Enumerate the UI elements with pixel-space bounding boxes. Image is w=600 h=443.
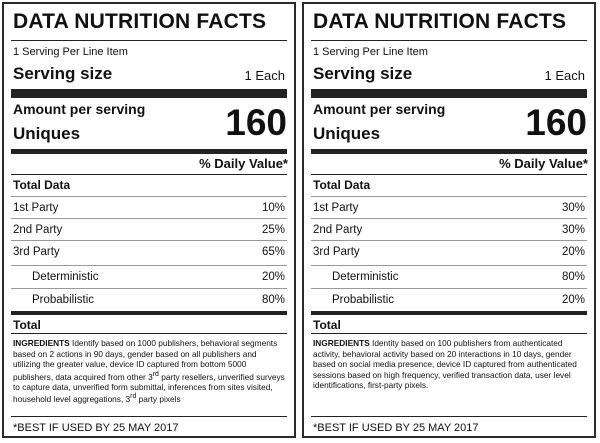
row-label: Probabilistic: [32, 294, 94, 306]
row-value: 30%: [561, 224, 585, 236]
label-title: DATA NUTRITION FACTS: [13, 10, 267, 33]
row-value: 10%: [261, 202, 285, 214]
row-label: 1st Party: [313, 202, 359, 214]
row-label: 3rd Party: [313, 246, 360, 258]
table-row: Deterministic 20%: [11, 265, 287, 288]
table-row: 2nd Party 30%: [311, 218, 587, 241]
uniques-label: Uniques: [313, 124, 381, 143]
row-label: 1st Party: [13, 202, 59, 214]
ingredients-text: INGREDIENTS Identity based on 100 publis…: [313, 338, 585, 391]
uniques-label: Uniques: [13, 124, 81, 143]
serving-size-label: Serving size: [13, 64, 113, 83]
total-label: Total: [13, 318, 41, 332]
best-if-used-by: *BEST IF USED BY 25 MAY 2017: [313, 422, 479, 434]
daily-value-header: % Daily Value*: [499, 156, 588, 171]
daily-value-header: % Daily Value*: [199, 156, 288, 171]
nutrition-label-left: DATA NUTRITION FACTS 1 Serving Per Line …: [2, 2, 296, 438]
table-row: Probabilistic 20%: [311, 288, 587, 311]
row-value: 20%: [561, 246, 585, 258]
row-value: 20%: [261, 271, 285, 283]
label-title: DATA NUTRITION FACTS: [313, 10, 567, 33]
servings-per-line: 1 Serving Per Line Item: [313, 46, 428, 58]
medium-divider: [311, 149, 587, 154]
table-row: Deterministic 80%: [311, 265, 587, 288]
divider: [11, 174, 287, 175]
ingredients-text: INGREDIENTS Identify based on 1000 publi…: [13, 338, 285, 405]
row-value: 20%: [561, 294, 585, 306]
divider: [11, 40, 287, 41]
row-label: 2nd Party: [313, 224, 363, 236]
divider: [11, 416, 287, 417]
table-row: 1st Party 10%: [11, 196, 287, 219]
ingredients-body: party pixels: [136, 394, 181, 405]
uniques-value: 160: [225, 102, 287, 143]
row-value: 80%: [561, 271, 585, 283]
table-row: 3rd Party 65%: [11, 240, 287, 263]
nutrition-label-right: DATA NUTRITION FACTS 1 Serving Per Line …: [302, 2, 596, 438]
ingredients-superscript: rd: [152, 370, 159, 378]
divider: [311, 40, 587, 41]
row-value: 25%: [261, 224, 285, 236]
total-data-label: Total Data: [313, 178, 371, 192]
divider: [311, 174, 587, 175]
row-label: 3rd Party: [13, 246, 60, 258]
thick-divider: [311, 89, 587, 98]
table-row: Probabilistic 80%: [11, 288, 287, 311]
ingredients-label: INGREDIENTS: [13, 338, 70, 348]
divider: [311, 416, 587, 417]
total-data-label: Total Data: [13, 178, 71, 192]
row-label: Probabilistic: [332, 294, 394, 306]
uniques-value: 160: [525, 102, 587, 143]
serving-size-value: 1 Each: [544, 68, 585, 83]
table-row: 1st Party 30%: [311, 196, 587, 219]
table-row: 3rd Party 20%: [311, 240, 587, 263]
serving-size-label: Serving size: [313, 64, 413, 83]
medium-divider: [11, 149, 287, 154]
total-label: Total: [313, 318, 341, 332]
row-label: 2nd Party: [13, 224, 63, 236]
amount-per-serving-label: Amount per serving: [13, 101, 146, 117]
divider: [311, 333, 587, 334]
row-label: Deterministic: [32, 271, 99, 283]
serving-size-value: 1 Each: [244, 68, 285, 83]
ingredients-body: party resellers, unverified surveys to c…: [13, 371, 285, 405]
row-value: 30%: [561, 202, 585, 214]
row-label: Deterministic: [332, 271, 399, 283]
table-row: 2nd Party 25%: [11, 218, 287, 241]
ingredients-label: INGREDIENTS: [313, 338, 370, 348]
ingredients-body: Identify based on 1000 publishers, behav…: [13, 338, 278, 382]
thick-divider: [11, 89, 287, 98]
servings-per-line: 1 Serving Per Line Item: [13, 46, 128, 58]
medium-divider: [11, 311, 287, 315]
row-value: 80%: [261, 294, 285, 306]
ingredients-superscript: rd: [130, 393, 137, 401]
ingredients-body: Identity based on 100 publishers from au…: [313, 338, 577, 390]
row-value: 65%: [261, 246, 285, 258]
amount-per-serving-label: Amount per serving: [313, 101, 446, 117]
best-if-used-by: *BEST IF USED BY 25 MAY 2017: [13, 422, 179, 434]
divider: [11, 333, 287, 334]
medium-divider: [311, 311, 587, 315]
